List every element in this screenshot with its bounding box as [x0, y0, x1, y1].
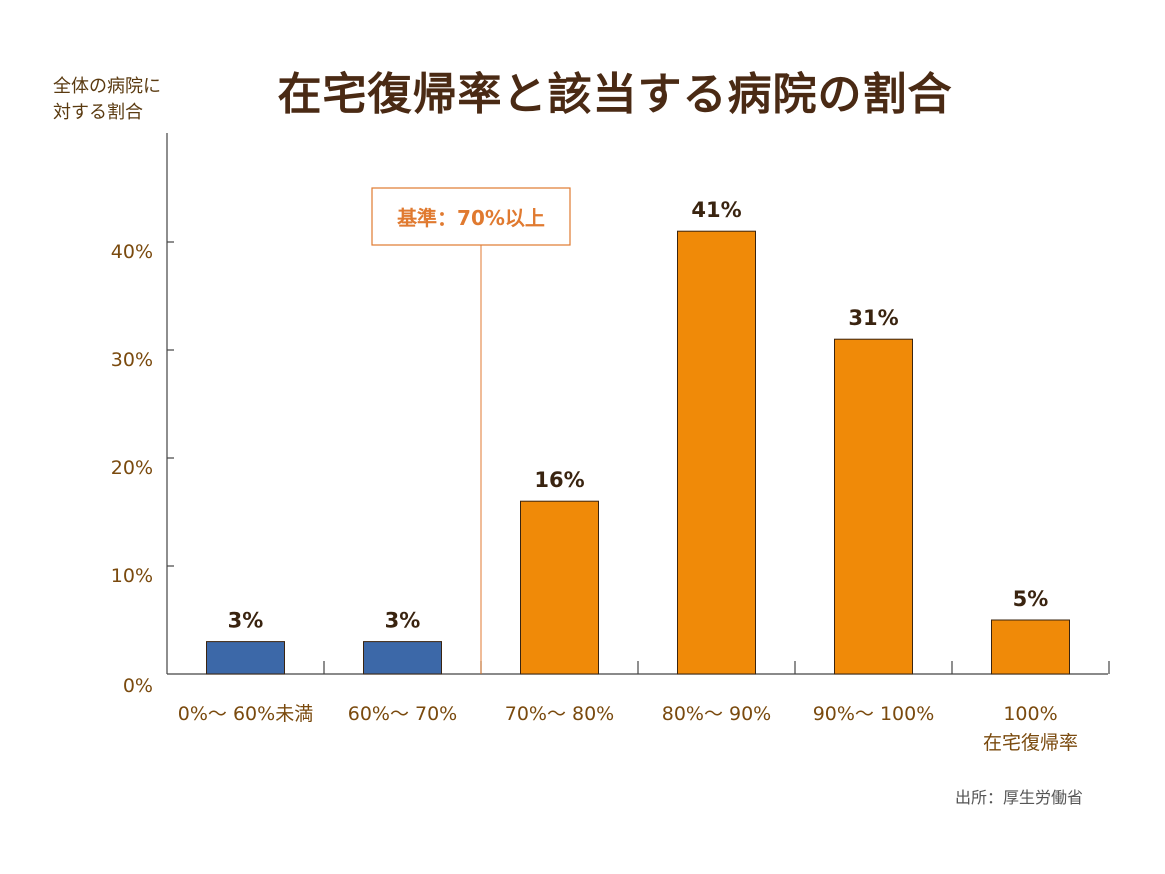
threshold-label: 基準：70%以上 [397, 206, 545, 230]
bar [520, 500, 599, 675]
x-category-label: 90%～ 100% [813, 703, 935, 725]
bar-value-label: 41% [691, 198, 741, 222]
bar [363, 641, 442, 675]
bar [677, 230, 756, 675]
y-tick-label: 20% [111, 457, 153, 479]
y-axis-label-line-2: 対する割合 [53, 102, 143, 123]
x-category-label: 70%～ 80% [505, 703, 615, 725]
y-tick-label: 30% [111, 349, 153, 371]
bar [991, 619, 1070, 675]
bar [834, 338, 913, 675]
y-axis-label: 全体の病院に 対する割合 [53, 74, 213, 126]
x-category-label: 0%～ 60%未満 [178, 703, 313, 725]
x-category-label: 在宅復帰率 [983, 732, 1078, 754]
source-note: 出所：厚生労働省 [954, 788, 1083, 807]
bar-value-label: 3% [228, 609, 264, 633]
x-category-label: 60%～ 70% [348, 703, 458, 725]
y-tick-label: 40% [111, 241, 153, 263]
bar-value-label: 5% [1013, 587, 1049, 611]
bar-value-label: 16% [534, 468, 584, 492]
chart-title: 在宅復帰率と該当する病院の割合 [277, 69, 953, 120]
bar [206, 641, 285, 675]
bar-value-label: 3% [385, 609, 421, 633]
y-axis-label-line-1: 全体の病院に [53, 76, 161, 97]
threshold-box [371, 187, 571, 246]
x-category-label: 100% [1003, 703, 1057, 725]
bar-value-label: 31% [848, 306, 898, 330]
y-tick-label: 10% [111, 565, 153, 587]
x-category-label: 80%～ 90% [662, 703, 772, 725]
y-tick-label: 0% [123, 675, 153, 697]
